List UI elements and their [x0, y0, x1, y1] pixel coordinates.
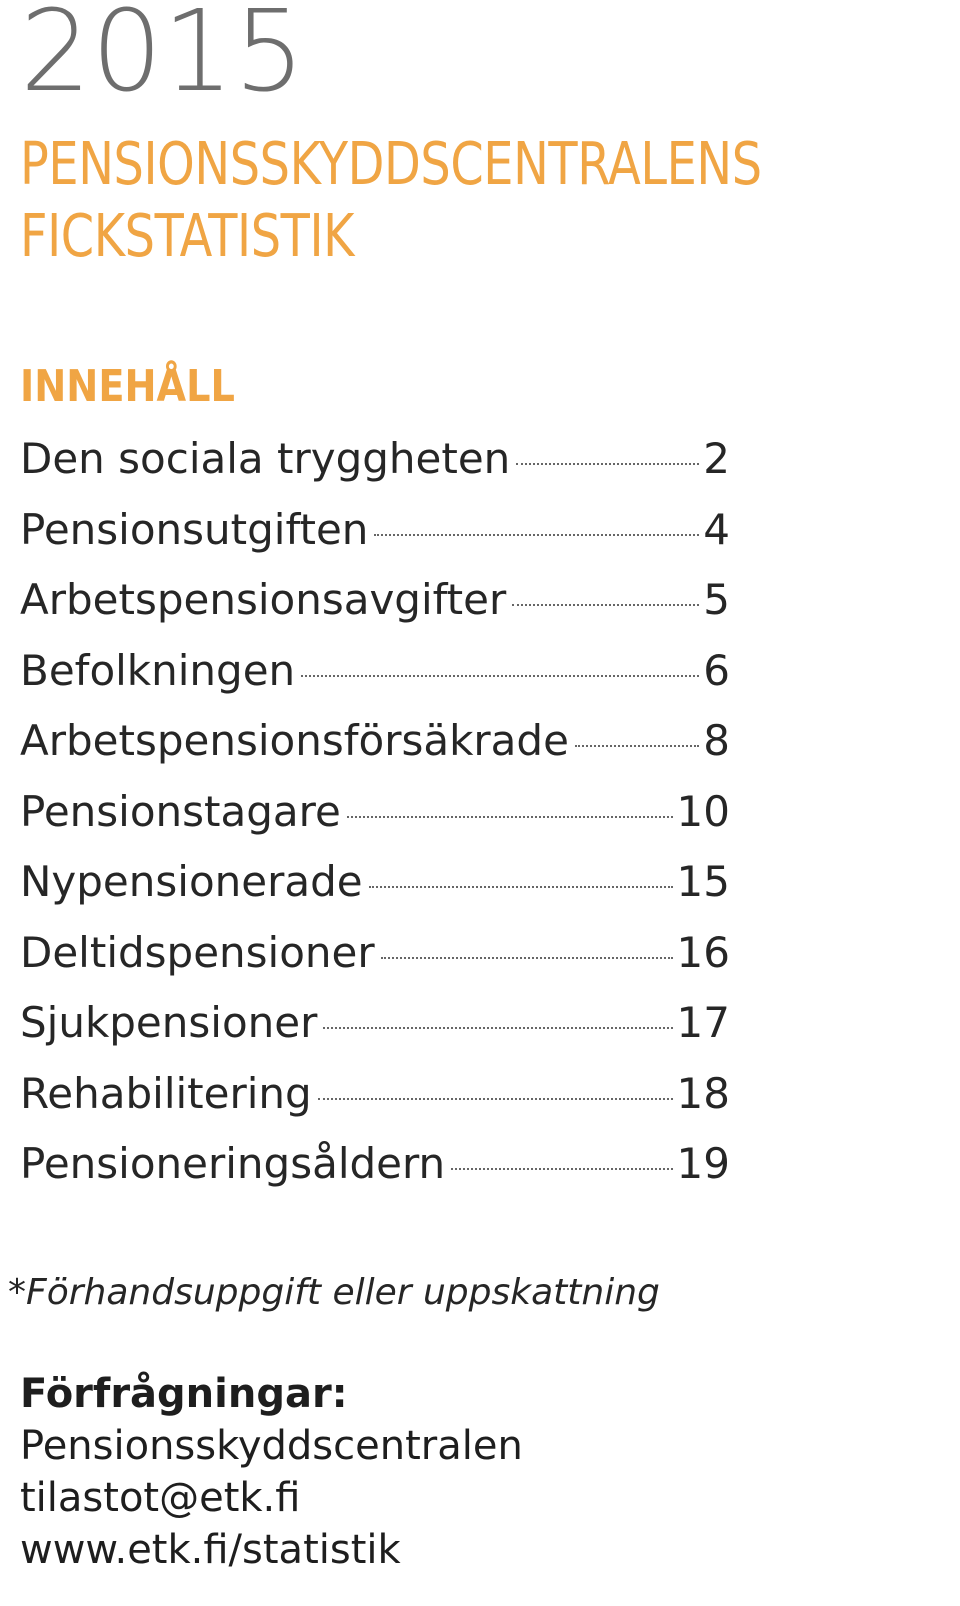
year-heading: 2015 [20, 0, 306, 117]
toc-item[interactable]: Arbetspensionsförsäkrade 8 [20, 716, 730, 787]
toc-item[interactable]: Pensionstagare 10 [20, 787, 730, 858]
toc-item-page: 6 [703, 645, 730, 695]
toc-dot-leader [323, 1027, 673, 1029]
toc-dot-leader [574, 745, 700, 747]
toc-item[interactable]: Rehabilitering 18 [20, 1069, 730, 1140]
toc-item[interactable]: Deltidspensioner 16 [20, 928, 730, 999]
contact-label: Förfrågningar: [20, 1371, 348, 1417]
toc-item-label: Pensioneringsåldern [20, 1139, 446, 1188]
toc-dot-leader [301, 674, 700, 677]
toc-item[interactable]: Sjukpensioner 17 [20, 998, 730, 1069]
toc-item-page: 4 [703, 504, 730, 554]
toc-item-page: 16 [676, 927, 730, 977]
toc-item[interactable]: Pensionsutgiften 4 [20, 505, 730, 576]
footnote: *Förhandsuppgift eller uppskattning [8, 1272, 660, 1313]
toc-item-label: Den sociala tryggheten [20, 434, 511, 483]
toc-item-label: Arbetspensionsavgifter [20, 575, 507, 624]
title-line-2: FICKSTATISTIK [20, 201, 355, 270]
title-line-1: PENSIONSSKYDDSCENTRALENS [20, 129, 762, 198]
toc-dot-leader [516, 463, 700, 465]
toc-item[interactable]: Arbetspensionsavgifter 5 [20, 575, 730, 646]
toc-item[interactable]: Befolkningen 6 [20, 646, 730, 717]
contents-heading: INNEHÅLL [20, 361, 235, 412]
toc-item-label: Sjukpensioner [20, 998, 318, 1047]
toc-dot-leader [374, 533, 700, 536]
document-title: PENSIONSSKYDDSCENTRALENS FICKSTATISTIK [20, 128, 762, 272]
toc-item-label: Befolkningen [20, 645, 296, 695]
toc-dot-leader [380, 956, 673, 959]
toc-item[interactable]: Den sociala tryggheten 2 [20, 434, 730, 505]
contact-block: Förfrågningar: Pensionsskyddscentralen t… [20, 1368, 523, 1576]
toc-item-page: 15 [676, 857, 730, 906]
contact-organization: Pensionsskyddscentralen [20, 1423, 523, 1469]
toc-item-label: Arbetspensionsförsäkrade [20, 716, 569, 765]
toc-item-label: Pensionstagare [20, 786, 341, 836]
toc-item-page: 17 [676, 998, 730, 1047]
toc-item-label: Deltidspensioner [20, 927, 375, 977]
toc-dot-leader [451, 1168, 673, 1170]
contact-website[interactable]: www.etk.fi/statistik [20, 1527, 401, 1573]
toc-item-page: 5 [703, 575, 730, 624]
toc-item[interactable]: Nypensionerade 15 [20, 857, 730, 928]
toc-item-page: 8 [703, 716, 730, 765]
toc-item-page: 18 [676, 1068, 730, 1118]
toc-dot-leader [368, 886, 673, 888]
toc-item-label: Rehabilitering [20, 1068, 312, 1118]
toc-item-label: Pensionsutgiften [20, 504, 369, 554]
toc-item-label: Nypensionerade [20, 857, 363, 906]
contact-email[interactable]: tilastot@etk.fi [20, 1475, 301, 1521]
toc-dot-leader [512, 604, 700, 606]
table-of-contents: Den sociala tryggheten 2 Pensionsutgifte… [20, 434, 730, 1210]
toc-item-page: 19 [676, 1139, 730, 1188]
toc-item[interactable]: Pensioneringsåldern 19 [20, 1139, 730, 1210]
toc-item-page: 2 [703, 434, 730, 483]
toc-dot-leader [317, 1097, 673, 1100]
toc-dot-leader [346, 815, 673, 818]
toc-item-page: 10 [676, 786, 730, 836]
